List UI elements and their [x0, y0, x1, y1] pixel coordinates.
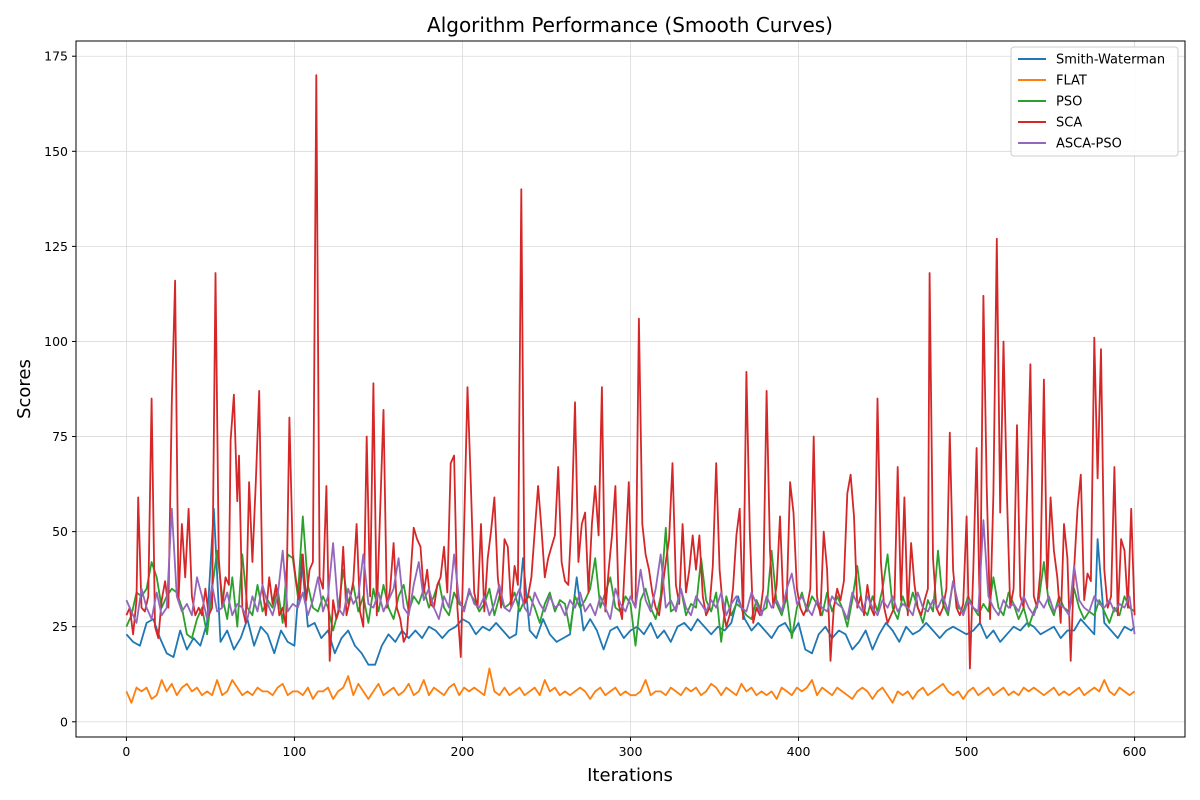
- y-tick-label: 150: [44, 144, 68, 159]
- axis-ticks: 0 100 200 300 400 500 600 0 25 50 75 100 125 150 175: [44, 49, 1146, 759]
- legend-label-asca-pso: ASCA-PSO: [1056, 137, 1122, 152]
- series-line-asca-pso: [125, 507, 1136, 635]
- legend-box: [1010, 46, 1179, 157]
- x-tick-label: 300: [619, 744, 643, 759]
- series-line-flat: [125, 667, 1136, 704]
- x-tick-label: 0: [122, 744, 130, 759]
- chart-title: Algorithm Performance (Smooth Curves): [427, 13, 833, 37]
- y-tick-label: 25: [52, 619, 68, 634]
- x-tick-label: 600: [1123, 744, 1147, 759]
- legend-label-smith-waterman: Smith-Waterman: [1056, 53, 1165, 68]
- x-axis-label: Iterations: [587, 765, 673, 786]
- x-tick-label: 400: [787, 744, 811, 759]
- series-line-sca: [125, 74, 1136, 670]
- x-tick-label: 200: [451, 744, 475, 759]
- y-tick-label: 125: [44, 239, 68, 254]
- legend-label-flat: FLAT: [1056, 74, 1087, 89]
- legend-label-pso: PSO: [1056, 95, 1082, 110]
- y-tick-label: 100: [44, 334, 68, 349]
- series-lines: [125, 74, 1136, 704]
- y-axis-label: Scores: [14, 359, 35, 419]
- y-tick-label: 175: [44, 49, 68, 64]
- y-tick-label: 50: [52, 524, 68, 539]
- legend-label-sca: SCA: [1056, 116, 1082, 131]
- x-tick-label: 500: [955, 744, 979, 759]
- y-tick-label: 75: [52, 429, 68, 444]
- x-tick-label: 100: [283, 744, 307, 759]
- legend: Smith-Waterman FLAT PSO SCA ASCA-PSO: [1010, 46, 1179, 157]
- y-tick-label: 0: [60, 714, 68, 729]
